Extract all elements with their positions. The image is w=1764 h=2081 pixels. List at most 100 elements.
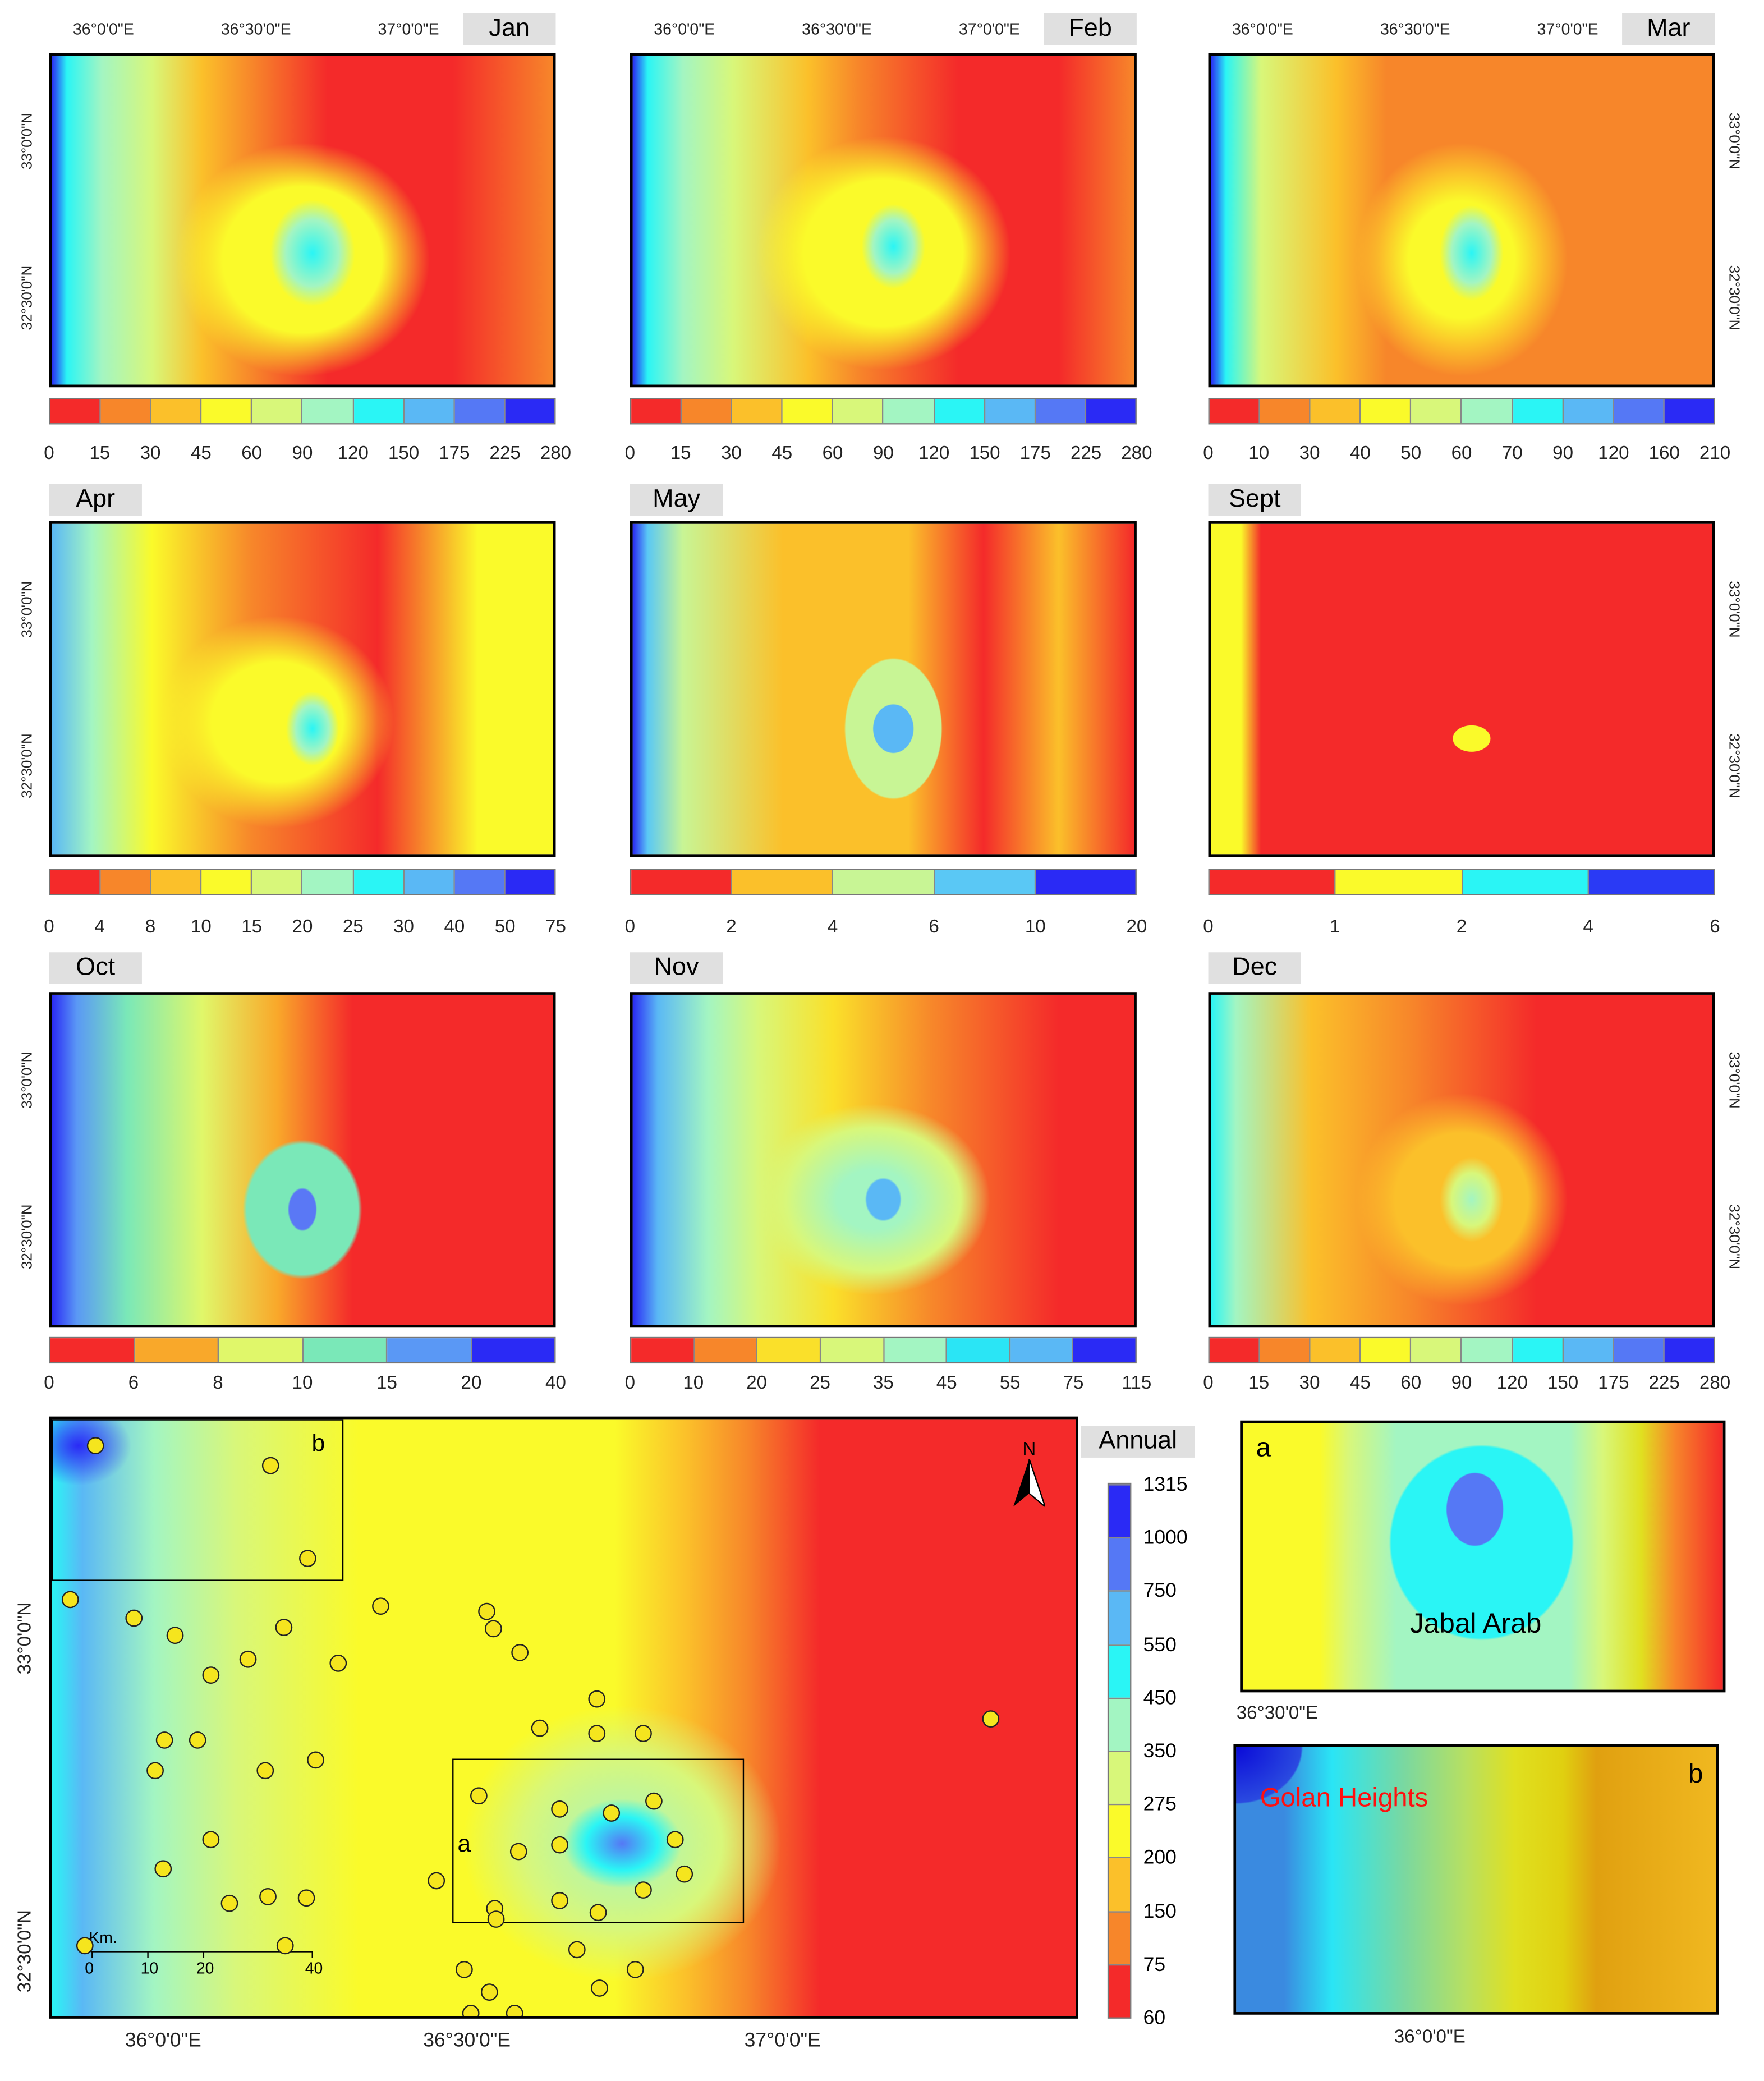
scale-tick-label: 10 <box>140 1959 159 1978</box>
legend-swatch <box>1109 1964 1131 2018</box>
legend-tick-label: 175 <box>439 442 470 463</box>
legend-tick-label: 0 <box>44 915 54 936</box>
legend-tick-label: 60 <box>1143 2006 1166 2029</box>
lat-label: 32°30'0"N <box>20 733 36 798</box>
inset-a-lon-label: 36°30'0"E <box>1236 1701 1319 1723</box>
legend-swatch <box>151 399 202 424</box>
month-label: Feb <box>1044 13 1137 45</box>
legend-swatch <box>1336 870 1463 894</box>
inset-b-lon-label: 36°0'0"E <box>1394 2025 1466 2047</box>
station-marker <box>591 1979 608 1997</box>
legend-tick-label: 160 <box>1648 442 1680 463</box>
scale-tick-label: 20 <box>196 1959 214 1978</box>
station-marker <box>531 1719 549 1737</box>
annual-lat-label: 33°0'0"N <box>13 1602 35 1675</box>
legend-swatch <box>505 399 554 424</box>
legend-tick-label: 30 <box>1299 1371 1320 1393</box>
legend-swatch <box>404 399 455 424</box>
legend-swatch <box>50 1338 135 1362</box>
color-legend-oct <box>49 1336 556 1364</box>
legend-tick-label: 280 <box>1699 1371 1731 1393</box>
legend-tick-label: 4 <box>827 915 838 936</box>
legend-swatch <box>353 399 405 424</box>
month-label: Apr <box>49 484 142 516</box>
legend-swatch <box>1462 1338 1513 1362</box>
annual-lon-label: 36°30'0"E <box>423 2029 511 2052</box>
station-marker <box>470 1787 488 1805</box>
legend-tick-label: 45 <box>190 442 212 463</box>
station-marker <box>202 1831 220 1849</box>
north-label: N <box>1022 1437 1036 1459</box>
station-marker <box>568 1941 586 1959</box>
legend-tick-label: 120 <box>1496 1371 1528 1393</box>
legend-tick-label: 25 <box>810 1371 830 1393</box>
station-marker <box>551 1892 568 1909</box>
legend-swatch <box>1563 399 1614 424</box>
station-marker <box>329 1654 347 1672</box>
scale-tick <box>311 1951 313 1958</box>
legend-tick-label: 200 <box>1143 1846 1177 1869</box>
station-marker <box>676 1865 693 1883</box>
month-label: Mar <box>1622 13 1715 45</box>
color-legend-jan <box>49 398 556 425</box>
station-marker <box>589 1904 607 1922</box>
legend-tick-label: 0 <box>1203 1371 1214 1393</box>
legend-tick-label: 40 <box>545 1371 566 1393</box>
inset-b-label: b <box>1688 1760 1703 1789</box>
legend-tick-label: 45 <box>936 1371 957 1393</box>
legend-tick-label: 90 <box>1451 1371 1472 1393</box>
legend-swatch <box>404 870 455 894</box>
legend-swatch <box>783 399 834 424</box>
legend-swatch <box>100 870 151 894</box>
legend-swatch <box>833 870 935 894</box>
legend-swatch <box>1361 1338 1412 1362</box>
station-marker <box>509 1843 527 1861</box>
legend-swatch <box>303 399 354 424</box>
legend-swatch <box>1664 399 1714 424</box>
legend-swatch <box>1109 1751 1131 1804</box>
legend-swatch <box>631 1338 695 1362</box>
annual-lon-label: 37°0'0"E <box>744 2029 821 2052</box>
map-feb <box>630 53 1137 388</box>
map-may <box>630 521 1137 857</box>
legend-swatch <box>50 399 101 424</box>
lon-label: 36°30'0"E <box>1380 20 1450 39</box>
legend-swatch <box>1109 1644 1131 1698</box>
legend-tick-label: 15 <box>376 1371 397 1393</box>
color-legend-mar <box>1208 398 1715 425</box>
legend-swatch <box>1209 399 1260 424</box>
legend-swatch <box>252 399 304 424</box>
legend-swatch <box>1035 870 1136 894</box>
legend-swatch <box>934 399 985 424</box>
lon-label: 37°0'0"E <box>959 20 1020 39</box>
scale-tick <box>203 1951 205 1958</box>
legend-tick-label: 30 <box>393 915 414 936</box>
station-marker <box>299 1550 316 1567</box>
color-legend-sept <box>1208 869 1715 895</box>
legend-tick-label: 550 <box>1143 1633 1177 1656</box>
legend-swatch <box>1109 1804 1131 1858</box>
station-marker <box>155 1731 173 1749</box>
legend-swatch <box>1513 399 1564 424</box>
legend-tick-label: 6 <box>929 915 939 936</box>
legend-tick-label: 60 <box>822 442 843 463</box>
station-marker <box>626 1961 644 1978</box>
station-marker <box>259 1888 277 1905</box>
annual-map: a b N Km. 0 10 20 40 <box>49 1416 1078 2019</box>
legend-swatch <box>151 870 202 894</box>
inset-a-label: a <box>1256 1434 1271 1463</box>
month-label: May <box>630 484 723 516</box>
legend-swatch <box>1209 870 1336 894</box>
box-b-label: b <box>311 1430 325 1457</box>
legend-tick-label: 25 <box>342 915 364 936</box>
station-marker <box>275 1619 293 1636</box>
legend-swatch <box>1462 399 1513 424</box>
station-marker <box>511 1644 529 1661</box>
station-marker <box>202 1666 220 1684</box>
annual-lat-label: 32°30'0"N <box>13 1910 35 1993</box>
legend-swatch <box>934 870 1036 894</box>
station-marker <box>297 1889 315 1907</box>
station-marker <box>261 1457 279 1474</box>
legend-tick-label: 20 <box>746 1371 768 1393</box>
station-marker <box>462 2005 480 2016</box>
